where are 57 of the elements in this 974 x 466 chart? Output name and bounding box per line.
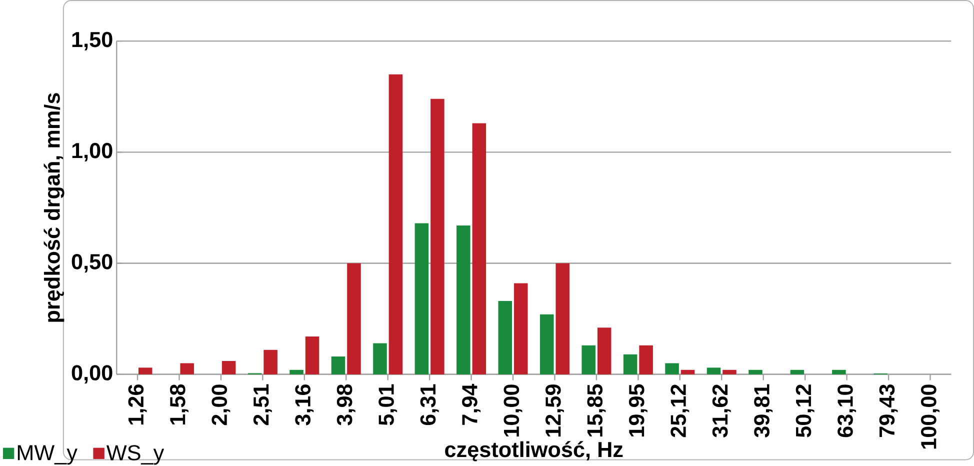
bar bbox=[290, 370, 304, 375]
bar bbox=[388, 74, 403, 375]
x-tick-label: 79,43 bbox=[879, 384, 898, 438]
bar bbox=[665, 363, 679, 375]
bar bbox=[556, 263, 570, 375]
bar bbox=[514, 283, 528, 375]
legend-label: WS_y bbox=[106, 445, 164, 465]
bar bbox=[331, 356, 346, 375]
legend-label: MW_y bbox=[18, 445, 78, 465]
bar bbox=[790, 370, 804, 375]
x-tick-label: 50,12 bbox=[796, 384, 814, 438]
bar bbox=[706, 368, 721, 375]
y-tick-label: 1,00 bbox=[72, 143, 112, 162]
bar bbox=[414, 223, 429, 375]
bar bbox=[582, 346, 596, 375]
bar bbox=[373, 343, 387, 375]
x-tick-label: 100,00 bbox=[921, 384, 940, 449]
bar bbox=[222, 361, 236, 375]
bar bbox=[138, 368, 152, 375]
x-tick-label: 2,00 bbox=[212, 384, 230, 426]
x-tick-label: 31,62 bbox=[712, 384, 731, 438]
bar bbox=[430, 99, 444, 375]
x-tick-label: 19,95 bbox=[628, 384, 648, 437]
x-tick-label: 6,31 bbox=[420, 384, 439, 426]
bar bbox=[722, 370, 736, 375]
x-tick-label: 63,10 bbox=[838, 384, 856, 438]
x-tick-label: 12,59 bbox=[545, 384, 564, 437]
bar bbox=[498, 301, 512, 375]
bar bbox=[456, 226, 470, 375]
y-axis-title: prędkość drgań, mm/s bbox=[44, 93, 64, 322]
bar bbox=[623, 354, 638, 375]
bar bbox=[748, 370, 762, 375]
x-tick-label: 1,58 bbox=[170, 384, 188, 425]
bar bbox=[305, 336, 320, 375]
bar bbox=[347, 263, 361, 375]
bar bbox=[680, 370, 695, 375]
x-tick-label: 3,98 bbox=[336, 384, 356, 426]
bar bbox=[264, 350, 278, 375]
x-tick-label: 3,16 bbox=[295, 384, 314, 426]
x-tick-label: 2,51 bbox=[253, 384, 272, 426]
x-tick-label: 39,81 bbox=[754, 384, 773, 438]
x-tick-label: 15,85 bbox=[587, 384, 606, 437]
bar bbox=[597, 328, 612, 375]
x-tick-label: 5,01 bbox=[378, 384, 398, 426]
bar bbox=[639, 346, 653, 375]
bar bbox=[540, 314, 554, 375]
x-tick-label: 7,94 bbox=[462, 384, 481, 426]
y-tick-label: 0,50 bbox=[72, 254, 112, 273]
x-tick-label: 10,00 bbox=[504, 384, 522, 437]
bar bbox=[832, 370, 846, 375]
x-axis-title: częstotliwość, Hz bbox=[445, 441, 623, 462]
y-tick-label: 1,50 bbox=[72, 32, 112, 51]
x-tick-label: 25,12 bbox=[670, 384, 690, 438]
x-tick-label: 1,26 bbox=[128, 384, 147, 425]
bar bbox=[180, 363, 194, 375]
bar bbox=[472, 123, 486, 375]
y-tick-label: 0,00 bbox=[72, 365, 112, 384]
